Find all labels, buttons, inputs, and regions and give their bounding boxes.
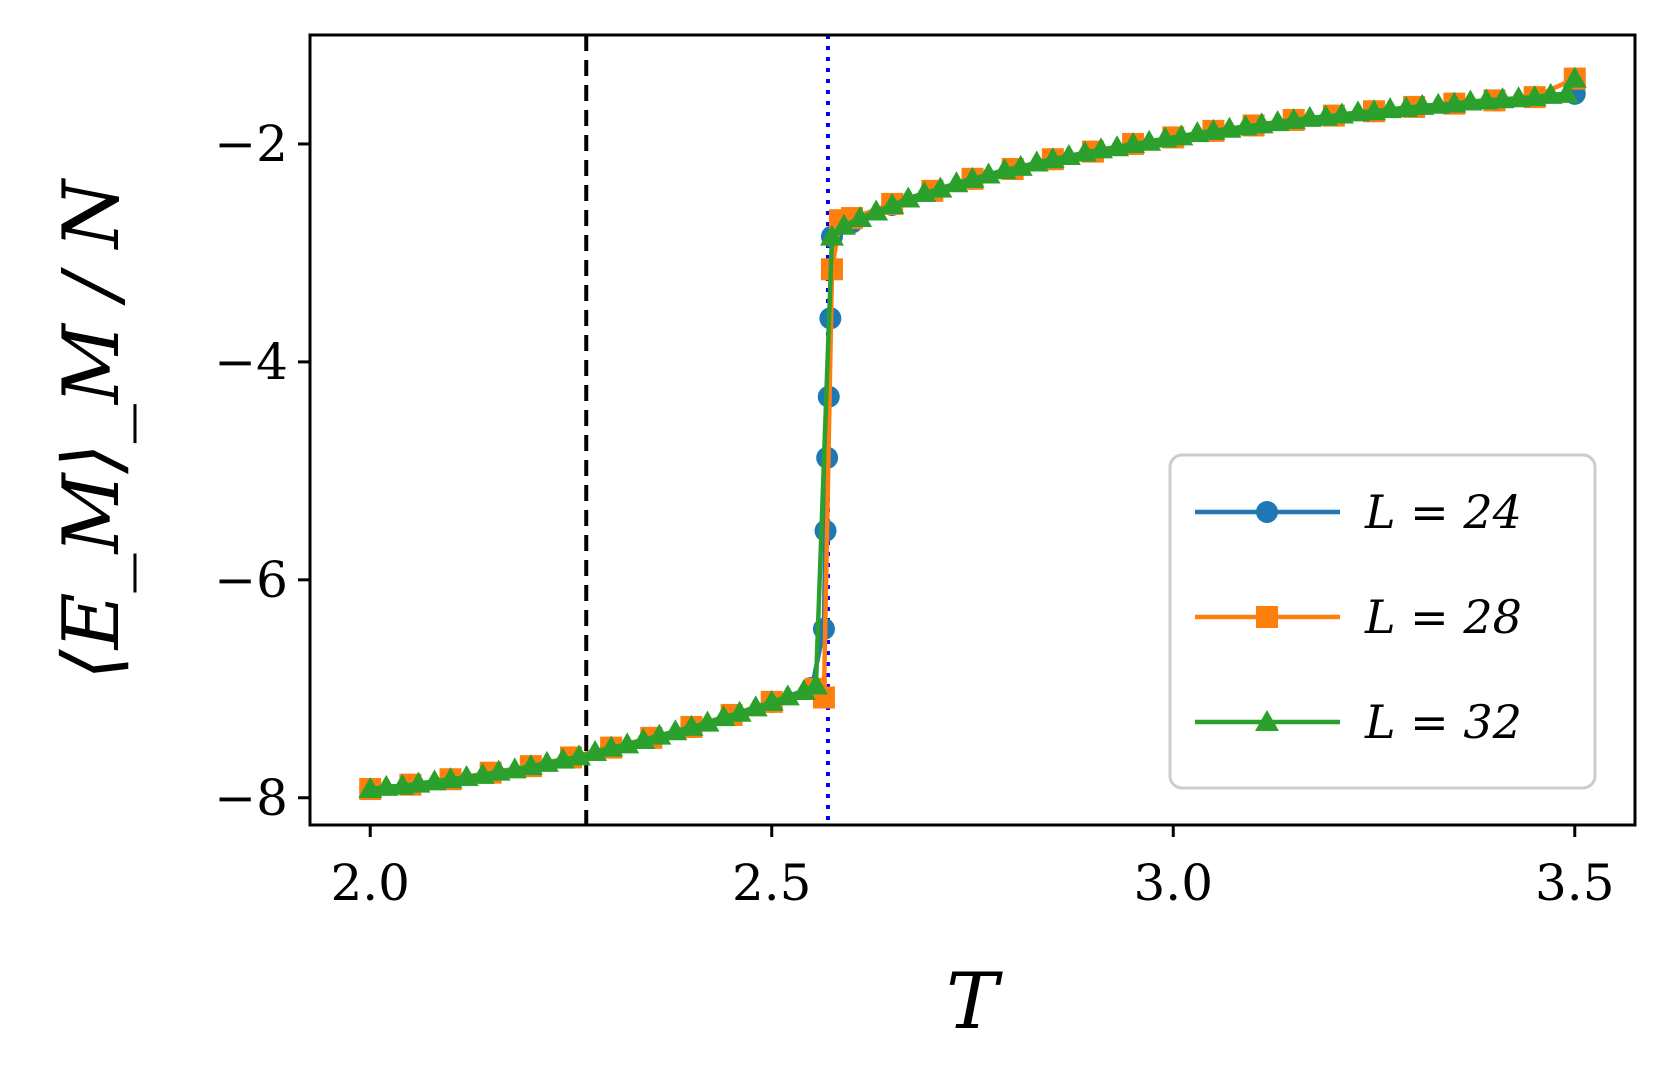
legend-label: L = 24: [1364, 485, 1522, 539]
data-point: [759, 689, 784, 711]
x-axis-title: T: [946, 957, 1003, 1047]
y-axis-title: ⟨E_M⟩_M / N: [47, 177, 137, 679]
data-point: [374, 774, 399, 796]
data-point: [775, 684, 800, 706]
legend-entry: L = 28: [1195, 590, 1522, 644]
data-point: [1562, 66, 1587, 88]
data-point: [791, 678, 816, 700]
legend-marker-square: [1256, 606, 1278, 628]
data-point: [848, 206, 873, 228]
x-tick-label: 2.5: [732, 854, 812, 912]
data-point: [1554, 81, 1579, 103]
y-tick-label: −4: [214, 333, 288, 391]
legend-label: L = 28: [1364, 590, 1522, 644]
data-point: [1345, 100, 1370, 122]
data-point: [896, 186, 921, 208]
legend-marker-circle: [1256, 501, 1278, 523]
data-point: [743, 695, 768, 717]
y-tick-label: −2: [214, 115, 288, 173]
y-tick-label: −8: [214, 769, 288, 827]
data-point: [1458, 89, 1483, 111]
data-point: [1426, 92, 1451, 114]
legend-marker-triangle: [1255, 710, 1279, 731]
legend-entry: L = 24: [1195, 485, 1522, 539]
data-point: [803, 673, 828, 695]
data-point: [1410, 93, 1435, 115]
data-point: [1297, 105, 1322, 127]
data-point: [832, 213, 857, 235]
data-point: [864, 199, 889, 221]
x-axis: 2.0 2.5 3.0 3.5: [330, 825, 1615, 912]
x-tick-label: 3.5: [1535, 854, 1615, 912]
series-layer: [358, 66, 1587, 801]
x-tick-label: 3.0: [1133, 854, 1213, 912]
reference-lines: [584, 35, 830, 825]
data-point: [1490, 87, 1515, 109]
data-point: [695, 710, 720, 732]
y-axis: −8 −6 −4 −2: [214, 115, 310, 827]
legend: L = 24 L = 28 L = 32: [1168, 453, 1597, 790]
y-tick-label: −6: [214, 551, 288, 609]
x-tick-label: 2.0: [330, 854, 410, 912]
data-point: [1538, 82, 1563, 104]
data-point: [727, 700, 752, 722]
legend-box: [1168, 453, 1597, 790]
legend-label: L = 32: [1364, 695, 1522, 749]
plot-frame: [308, 33, 1637, 827]
legend-entry: L = 32: [1195, 695, 1522, 749]
series-3: [358, 66, 1587, 799]
data-point: [928, 176, 953, 198]
data-point: [1506, 86, 1531, 108]
data-point: [1474, 88, 1499, 110]
data-point: [819, 224, 844, 246]
data-point: [880, 192, 905, 214]
data-point: [1378, 97, 1403, 119]
